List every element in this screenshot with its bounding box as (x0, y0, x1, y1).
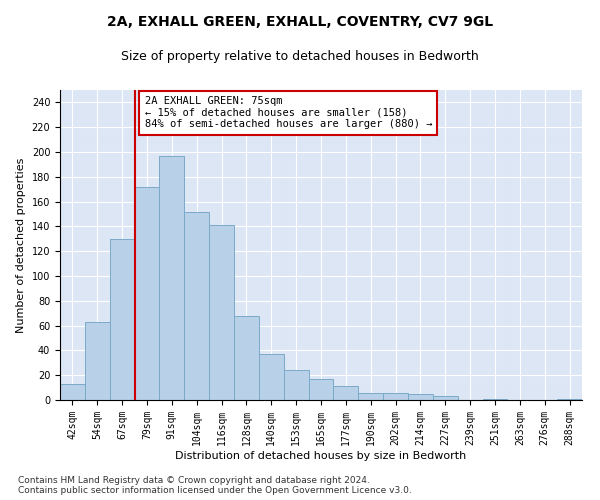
Bar (184, 212, 209, 400)
Bar (110, 239, 134, 400)
Y-axis label: Number of detached properties: Number of detached properties (16, 158, 26, 332)
Bar (433, 396, 458, 400)
Text: 2A EXHALL GREEN: 75sqm
← 15% of detached houses are smaller (158)
84% of semi-de: 2A EXHALL GREEN: 75sqm ← 15% of detached… (145, 96, 432, 130)
Bar (234, 316, 259, 400)
Bar (557, 399, 582, 400)
Bar (383, 392, 408, 400)
Bar (160, 156, 184, 400)
Bar (482, 399, 508, 400)
Bar (308, 379, 334, 400)
Bar (209, 225, 234, 400)
Bar (408, 394, 433, 400)
X-axis label: Distribution of detached houses by size in Bedworth: Distribution of detached houses by size … (175, 450, 467, 460)
Bar (134, 186, 160, 400)
Bar (334, 386, 358, 400)
Bar (284, 370, 308, 400)
Bar (358, 392, 383, 400)
Text: 2A, EXHALL GREEN, EXHALL, COVENTRY, CV7 9GL: 2A, EXHALL GREEN, EXHALL, COVENTRY, CV7 … (107, 15, 493, 29)
Bar (259, 354, 284, 400)
Text: Contains HM Land Registry data © Crown copyright and database right 2024.
Contai: Contains HM Land Registry data © Crown c… (18, 476, 412, 495)
Text: Size of property relative to detached houses in Bedworth: Size of property relative to detached ho… (121, 50, 479, 63)
Bar (85, 322, 110, 400)
Bar (60, 384, 85, 400)
